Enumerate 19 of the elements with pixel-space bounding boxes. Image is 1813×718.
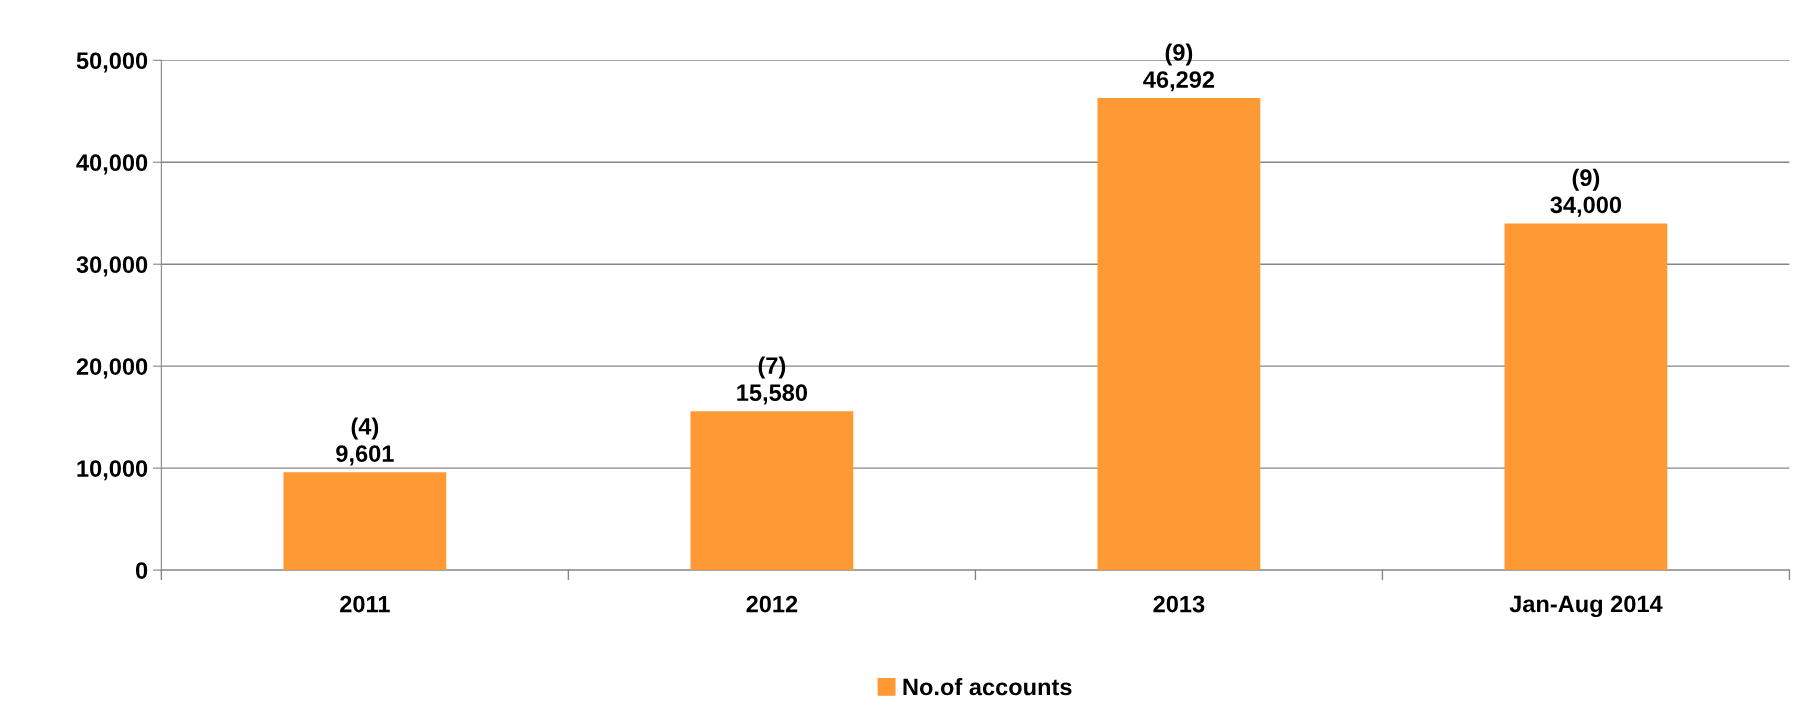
x-tick-label: 2011 [340, 595, 390, 613]
y-tick-label: 10,000 [77, 460, 148, 481]
bar [1097, 98, 1261, 571]
legend-label: No.of accounts [903, 678, 1072, 696]
y-tick-label: 50,000 [76, 52, 148, 73]
data-label: (9) 46,292 [1143, 43, 1215, 92]
y-tick-label: 0 [135, 562, 148, 579]
y-tick-label: 40,000 [76, 154, 148, 175]
x-tick-label: 2013 [1153, 595, 1205, 613]
x-tick-label: Jan-Aug 2014 [1509, 595, 1663, 618]
data-label: (9) 34,000 [1550, 168, 1622, 217]
bar [690, 411, 854, 571]
data-label: (4) 9,601 [336, 417, 394, 466]
bar [283, 472, 447, 571]
y-tick-label: 30,000 [76, 256, 148, 277]
x-tick-label: 2012 [746, 595, 798, 613]
y-tick-label: 20,000 [76, 358, 148, 379]
data-label: (7) 15,580 [737, 356, 808, 405]
bar [1504, 223, 1668, 571]
